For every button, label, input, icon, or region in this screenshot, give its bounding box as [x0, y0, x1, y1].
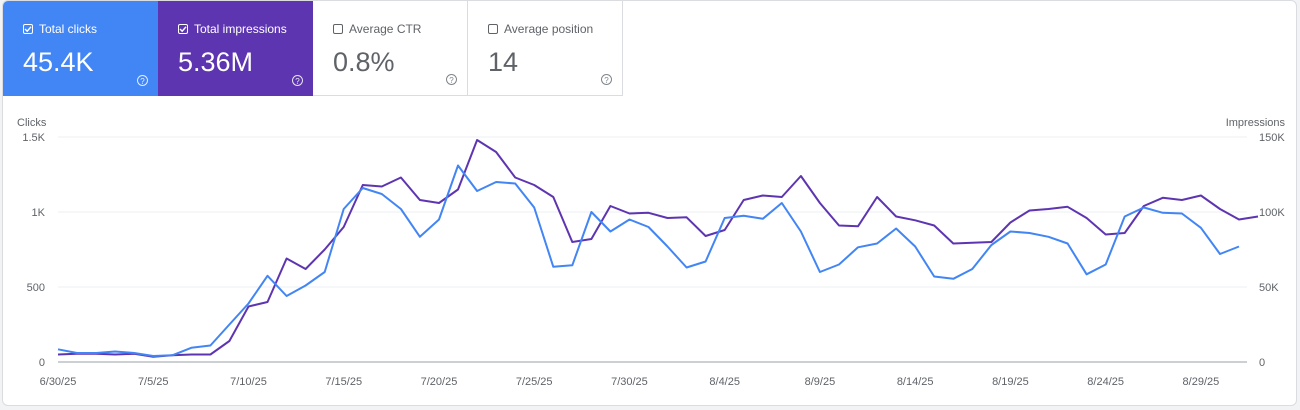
- left-tick-label: 500: [27, 282, 45, 294]
- x-tick-label: 7/25/25: [516, 376, 553, 388]
- help-icon[interactable]: ?: [601, 74, 612, 85]
- card-header: Total clicks: [23, 21, 158, 37]
- x-tick-label: 6/30/25: [40, 376, 77, 388]
- metric-cards: Total clicks 45.4K ? Total impressions 5…: [3, 1, 623, 96]
- checkbox-unchecked-icon[interactable]: [488, 24, 498, 34]
- x-tick-label: 8/14/25: [897, 376, 934, 388]
- metric-value: 0.8%: [333, 47, 395, 77]
- clicks-series-line: [57, 164, 1240, 357]
- checkbox-checked-icon[interactable]: [23, 24, 33, 34]
- x-tick-label: 7/30/25: [611, 376, 648, 388]
- left-tick-label: 1K: [32, 207, 46, 219]
- x-tick-label: 8/9/25: [805, 376, 836, 388]
- card-header: Average position: [488, 21, 622, 37]
- total-impressions-card[interactable]: Total impressions 5.36M ?: [158, 1, 313, 96]
- help-icon[interactable]: ?: [137, 75, 148, 86]
- metric-label: Total clicks: [39, 22, 98, 36]
- metric-value: 5.36M: [178, 47, 254, 77]
- metric-label: Average CTR: [349, 22, 422, 36]
- x-tick-label: 7/10/25: [230, 376, 267, 388]
- left-tick-label: 0: [39, 357, 45, 369]
- help-icon[interactable]: ?: [292, 75, 303, 86]
- metric-value: 14: [488, 47, 519, 77]
- total-clicks-card[interactable]: Total clicks 45.4K ?: [3, 1, 158, 96]
- card-header: Average CTR: [333, 21, 467, 37]
- help-icon[interactable]: ?: [446, 74, 457, 85]
- x-tick-label: 7/20/25: [421, 376, 458, 388]
- x-tick-label: 7/15/25: [325, 376, 362, 388]
- right-tick-label: 150K: [1259, 132, 1285, 144]
- x-tick-label: 8/19/25: [992, 376, 1029, 388]
- checkbox-checked-icon[interactable]: [178, 24, 188, 34]
- performance-chart: Clicks Impressions 0 0 500 50K 1K 100K 1.5K 150…: [17, 117, 1286, 388]
- right-tick-label: 50K: [1259, 282, 1279, 294]
- metric-label: Total impressions: [194, 22, 287, 36]
- x-tick-label: 8/4/25: [709, 376, 740, 388]
- right-axis-title: Impressions: [1226, 117, 1286, 129]
- right-tick-label: 100K: [1259, 207, 1285, 219]
- average-position-card[interactable]: Average position 14 ?: [468, 1, 623, 96]
- right-tick-label: 0: [1259, 357, 1265, 369]
- x-tick-label: 7/5/25: [138, 376, 169, 388]
- metric-label: Average position: [504, 22, 594, 36]
- card-header: Total impressions: [178, 21, 313, 37]
- x-tick-label: 8/29/25: [1183, 376, 1220, 388]
- left-axis-title: Clicks: [17, 117, 47, 129]
- metric-value: 45.4K: [23, 47, 94, 77]
- average-ctr-card[interactable]: Average CTR 0.8% ?: [313, 1, 468, 96]
- checkbox-unchecked-icon[interactable]: [333, 24, 343, 34]
- impressions-series-line: [57, 139, 1259, 358]
- left-tick-label: 1.5K: [22, 132, 45, 144]
- x-tick-label: 8/24/25: [1087, 376, 1124, 388]
